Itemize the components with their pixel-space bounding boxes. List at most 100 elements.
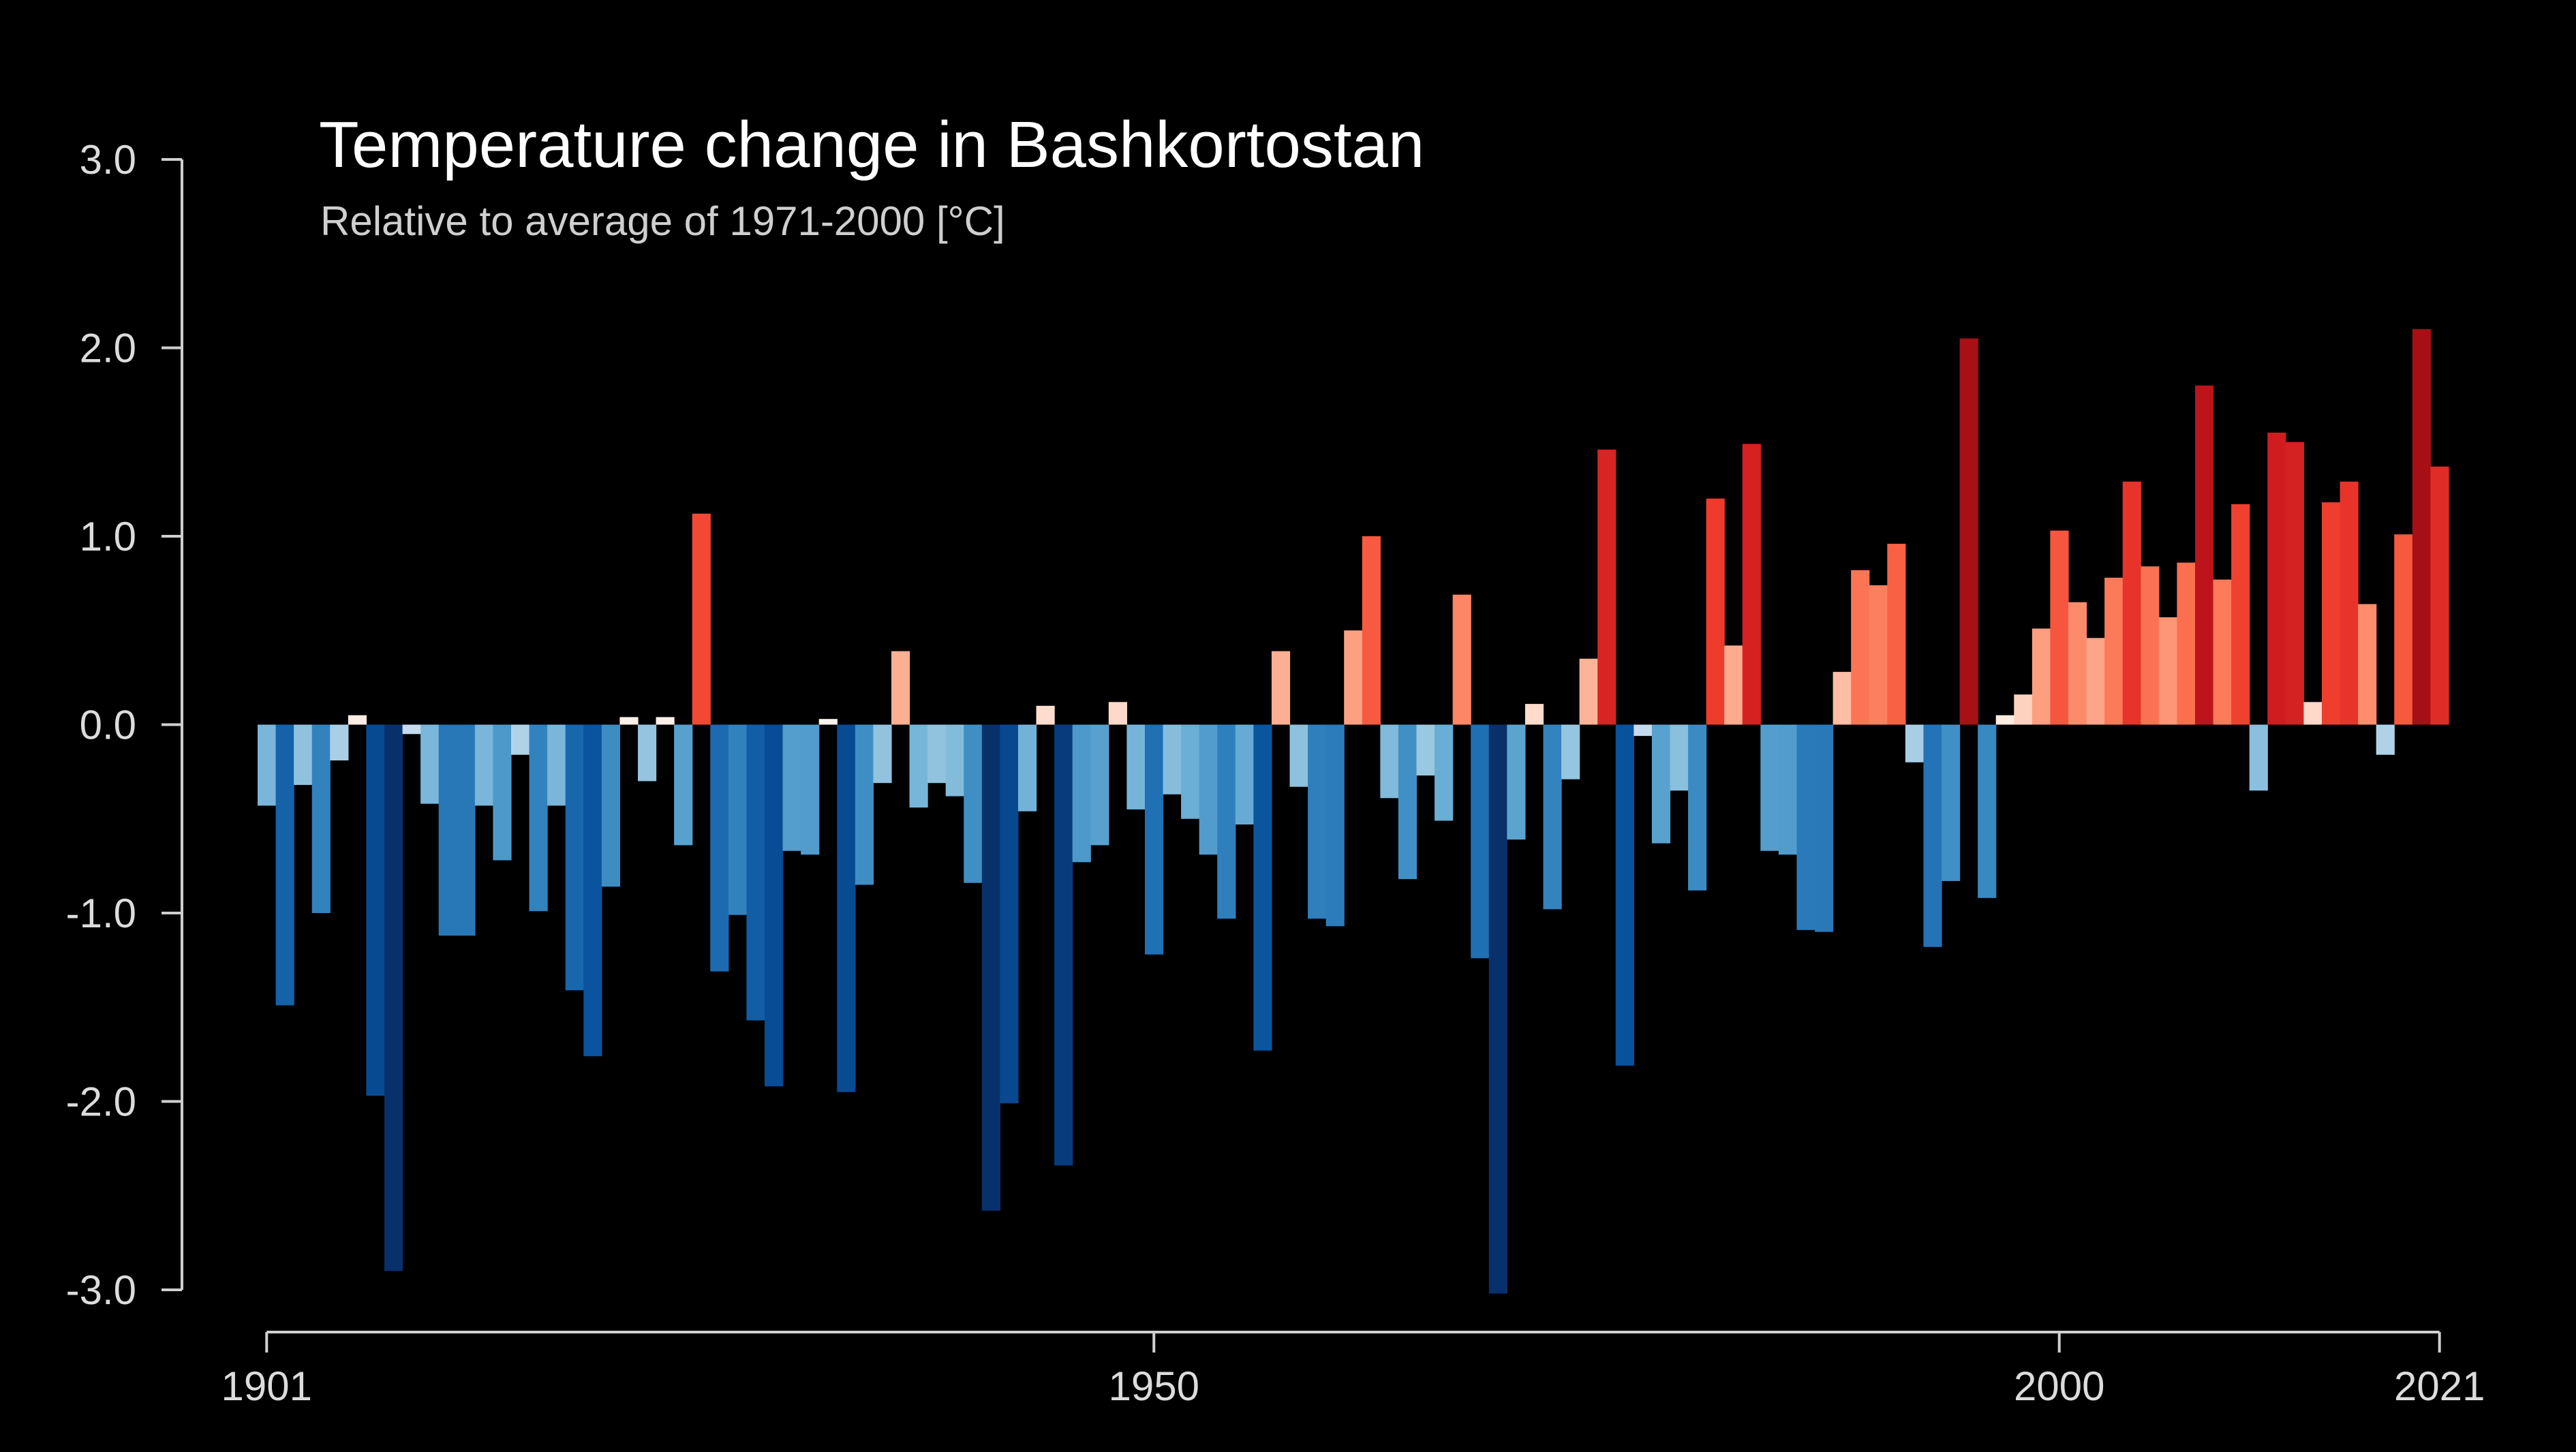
bar-1941 [981,724,1000,1211]
bar-2006 [2158,617,2178,725]
x-tick-label: 2021 [2394,1363,2485,1409]
bar-1939 [945,724,964,797]
x-tick-label: 1901 [221,1363,312,1409]
bar-1967 [1452,594,1471,725]
bar-1936 [891,651,910,725]
bar-1904 [311,724,331,913]
bar-1995 [1959,338,1978,725]
bar-1935 [873,724,892,784]
bar-1968 [1471,724,1490,959]
bar-1997 [1995,715,2014,725]
bar-2005 [2141,566,2160,725]
bar-1922 [637,724,657,782]
bar-2014 [2303,702,2322,725]
bar-1969 [1488,724,1507,1294]
bar-1989 [1851,570,1870,725]
bar-1962 [1362,536,1381,725]
bar-1970 [1507,724,1526,840]
y-tick-label: 1.0 [80,514,136,559]
bar-1950 [1144,724,1164,955]
bar-1944 [1036,705,1055,725]
bar-2017 [2358,604,2377,725]
y-tick-label: 3.0 [80,137,136,183]
bar-1998 [2014,694,2033,725]
bar-1984 [1760,724,1779,851]
bar-2019 [2394,534,2413,725]
bar-2015 [2322,502,2341,725]
bar-1938 [927,724,947,784]
bar-1905 [330,724,349,761]
y-tick-label: 2.0 [80,326,136,371]
bar-1954 [1217,724,1236,919]
bar-1942 [1000,724,1019,1104]
bar-1919 [583,724,602,1057]
bar-1928 [746,724,765,1021]
bar-2016 [2340,481,2359,725]
x-tick-label: 1950 [1108,1363,1199,1409]
chart-subtitle: Relative to average of 1971-2000 [°C] [320,198,1005,244]
bar-2001 [2068,602,2087,725]
bar-1957 [1271,651,1291,725]
bar-1934 [855,724,874,885]
bar-1975 [1597,449,1616,725]
bar-1965 [1416,724,1435,776]
bar-1947 [1090,724,1109,846]
bar-2000 [2050,530,2069,725]
bar-1914 [493,724,512,861]
bar-1991 [1887,544,1906,725]
bar-2021 [2430,466,2449,725]
bar-1908 [384,724,403,1271]
bar-1911 [438,724,457,936]
bar-1916 [529,724,548,912]
bar-1943 [1017,724,1037,812]
bar-1940 [964,724,983,883]
bar-1932 [818,719,838,725]
bar-1978 [1651,724,1671,844]
bar-2002 [2086,638,2105,725]
bar-1972 [1543,724,1562,910]
bar-1951 [1163,724,1182,794]
bar-1924 [674,724,693,846]
bar-1973 [1561,724,1580,779]
bar-1920 [601,724,620,887]
x-tick-label: 2000 [2014,1363,2104,1409]
bar-1963 [1380,724,1399,799]
y-tick-label: -2.0 [66,1079,136,1125]
bar-1929 [764,724,784,1087]
bar-1937 [909,724,928,808]
bar-1960 [1325,724,1345,927]
bar-1996 [1978,724,1997,898]
bar-1986 [1796,724,1815,930]
bar-1918 [565,724,584,991]
bar-1964 [1398,724,1417,880]
bar-1913 [474,724,494,806]
bar-1948 [1108,702,1127,725]
bar-2010 [2231,504,2250,725]
bar-1901 [258,724,277,806]
bar-1959 [1308,724,1327,919]
bar-1977 [1634,724,1653,737]
bar-2018 [2376,724,2395,755]
y-tick-label: -1.0 [66,891,136,936]
bar-1946 [1072,724,1091,863]
bar-1921 [619,717,639,725]
bar-1979 [1670,724,1689,791]
bar-1974 [1579,658,1598,725]
bar-1966 [1435,724,1454,821]
y-axis: 3.0 2.0 1.0 0.0 -1.0 -2.0 -3.0 [66,137,183,1313]
bar-1903 [294,724,313,785]
bar-1985 [1778,724,1798,855]
bar-1910 [420,724,440,804]
bar-1982 [1724,645,1743,725]
bar-2003 [2104,577,2123,725]
bar-1931 [801,724,820,855]
bar-1993 [1923,724,1942,947]
bar-1930 [782,724,801,851]
bars-group [258,328,2449,1294]
bar-2013 [2285,442,2305,725]
bar-1988 [1833,672,1852,725]
bar-1981 [1706,498,1725,725]
bar-2020 [2412,328,2432,725]
